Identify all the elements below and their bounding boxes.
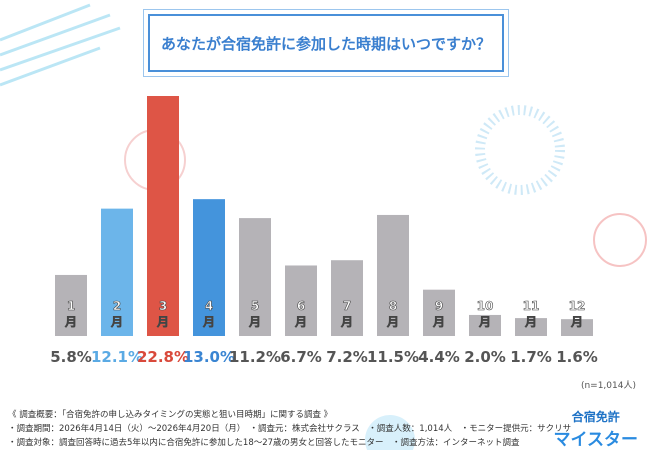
logo: 合宿免許 マイスター (554, 408, 639, 450)
month-label-suffix: 月 (294, 315, 307, 329)
survey-footer: 《 調査概要：「合宿免許の申し込みタイミングの実態と狙い目時期」に関する調査 》… (8, 408, 571, 450)
bar-10 (469, 314, 501, 336)
month-label-suffix: 月 (386, 315, 399, 329)
logo-top: 合宿免許 (571, 410, 620, 424)
month-label-suffix: 月 (524, 315, 537, 329)
value-label: 13.0% (183, 348, 235, 366)
bar-5 (239, 218, 271, 336)
month-label-suffix: 月 (156, 315, 169, 329)
month-label-suffix: 月 (202, 315, 215, 329)
value-label: 22.8% (137, 348, 189, 366)
month-label: 7 (343, 299, 351, 313)
month-label: 9 (435, 299, 443, 313)
footer-line-3: ・調査対象：調査回答時に過去5年以内に合宿免許に参加した18～27歳の男女と回答… (8, 438, 520, 448)
month-label: 1 (67, 299, 75, 313)
month-label: 8 (389, 299, 397, 313)
bar-8 (377, 214, 409, 336)
bar-2 (101, 208, 133, 336)
bar-12 (561, 319, 593, 336)
bar-9 (423, 289, 455, 336)
month-label: 12 (569, 299, 586, 313)
value-label: 6.7% (280, 348, 322, 366)
bar-1 (55, 274, 87, 336)
value-label: 1.7% (510, 348, 552, 366)
month-label: 6 (297, 299, 305, 313)
footer-line-1: 《 調査概要：「合宿免許の申し込みタイミングの実態と狙い目時期」に関する調査 》 (8, 410, 333, 420)
value-label: 7.2% (326, 348, 368, 366)
month-label-suffix: 月 (570, 315, 583, 329)
value-label: 5.8% (50, 348, 92, 366)
month-label: 3 (159, 299, 167, 313)
bar-6 (285, 265, 317, 336)
value-label: 1.6% (556, 348, 598, 366)
bar-4 (193, 199, 225, 336)
month-label: 5 (251, 299, 259, 313)
month-label-suffix: 月 (248, 315, 261, 329)
bar-11 (515, 318, 547, 336)
month-label: 11 (523, 299, 540, 313)
value-label: 12.1% (91, 348, 143, 366)
month-label-suffix: 月 (340, 315, 353, 329)
bar-chart: 1 月 5.8% 2 月 12.1% 3 月 22.8% 4 月 13.0% 5 月 11.2% 6 月 6.7%… (50, 96, 598, 366)
bar-3 (147, 96, 179, 336)
month-label-suffix: 月 (432, 315, 445, 329)
month-label: 2 (113, 299, 121, 313)
value-label: 11.2% (229, 348, 281, 366)
footer-line-2: ・調査期間：2026年4月14日（火）～2026年4月20日（月） ・調査元：株… (8, 424, 572, 434)
month-label-suffix: 月 (110, 315, 123, 329)
value-label: 2.0% (464, 348, 506, 366)
logo-bottom: マイスター (553, 430, 639, 450)
sample-size-note: (n=1,014人) (580, 381, 636, 391)
month-label: 10 (477, 299, 494, 313)
month-label-suffix: 月 (478, 315, 491, 329)
month-label-suffix: 月 (64, 315, 77, 329)
month-label: 4 (205, 299, 213, 313)
value-label: 4.4% (418, 348, 460, 366)
bar-7 (331, 260, 363, 336)
value-label: 11.5% (367, 348, 419, 366)
chart-title: あなたが合宿免許に参加した時期はいつですか？ (148, 14, 504, 72)
